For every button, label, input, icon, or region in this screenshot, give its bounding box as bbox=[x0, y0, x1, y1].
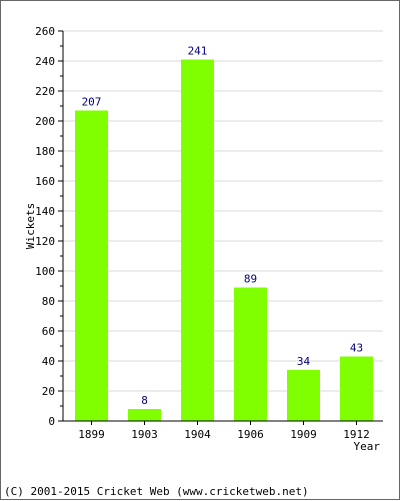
value-labels: 207 8 241 89 34 43 bbox=[82, 45, 364, 408]
bars-group bbox=[75, 59, 373, 421]
bar-1906 bbox=[234, 287, 267, 421]
x-tick-label: 1912 bbox=[343, 428, 370, 441]
y-tick-label: 80 bbox=[42, 295, 55, 308]
y-tick-label: 260 bbox=[35, 25, 55, 38]
bar-1904 bbox=[181, 59, 214, 421]
y-tick-label: 200 bbox=[35, 115, 55, 128]
axes-group bbox=[58, 30, 383, 425]
y-axis-label: Wickets bbox=[24, 203, 37, 249]
x-tick-labels: 1899 1903 1904 1906 1909 1912 bbox=[78, 428, 370, 441]
bar-1912 bbox=[340, 356, 373, 421]
y-tick-label: 40 bbox=[42, 355, 55, 368]
y-tick-label: 160 bbox=[35, 175, 55, 188]
value-label: 207 bbox=[82, 96, 102, 109]
x-tick-label: 1906 bbox=[237, 428, 264, 441]
value-label: 43 bbox=[350, 342, 363, 355]
grid-lines bbox=[63, 30, 383, 392]
y-tick-label: 220 bbox=[35, 85, 55, 98]
value-label: 89 bbox=[244, 273, 257, 286]
x-tick-label: 1909 bbox=[290, 428, 317, 441]
value-label: 241 bbox=[188, 45, 208, 58]
y-tick-label: 0 bbox=[48, 415, 55, 428]
y-tick-label: 20 bbox=[42, 385, 55, 398]
y-tick-label: 120 bbox=[35, 235, 55, 248]
copyright-footer: (C) 2001-2015 Cricket Web (www.cricketwe… bbox=[4, 485, 309, 498]
y-tick-labels: 0 20 40 60 80 100 120 140 160 180 200 220 240 260 bbox=[35, 25, 55, 428]
x-tick-label: 1903 bbox=[131, 428, 158, 441]
y-tick-label: 180 bbox=[35, 145, 55, 158]
x-tick-label: 1899 bbox=[78, 428, 105, 441]
x-axis-label: Year bbox=[354, 440, 381, 453]
value-label: 8 bbox=[141, 394, 148, 407]
bar-1899 bbox=[75, 110, 108, 421]
y-tick-label: 240 bbox=[35, 55, 55, 68]
bar-1909 bbox=[287, 370, 320, 421]
value-label: 34 bbox=[297, 355, 311, 368]
bar-1903 bbox=[128, 409, 161, 421]
y-tick-label: 60 bbox=[42, 325, 55, 338]
y-tick-label: 140 bbox=[35, 205, 55, 218]
x-tick-label: 1904 bbox=[184, 428, 211, 441]
y-tick-label: 100 bbox=[35, 265, 55, 278]
